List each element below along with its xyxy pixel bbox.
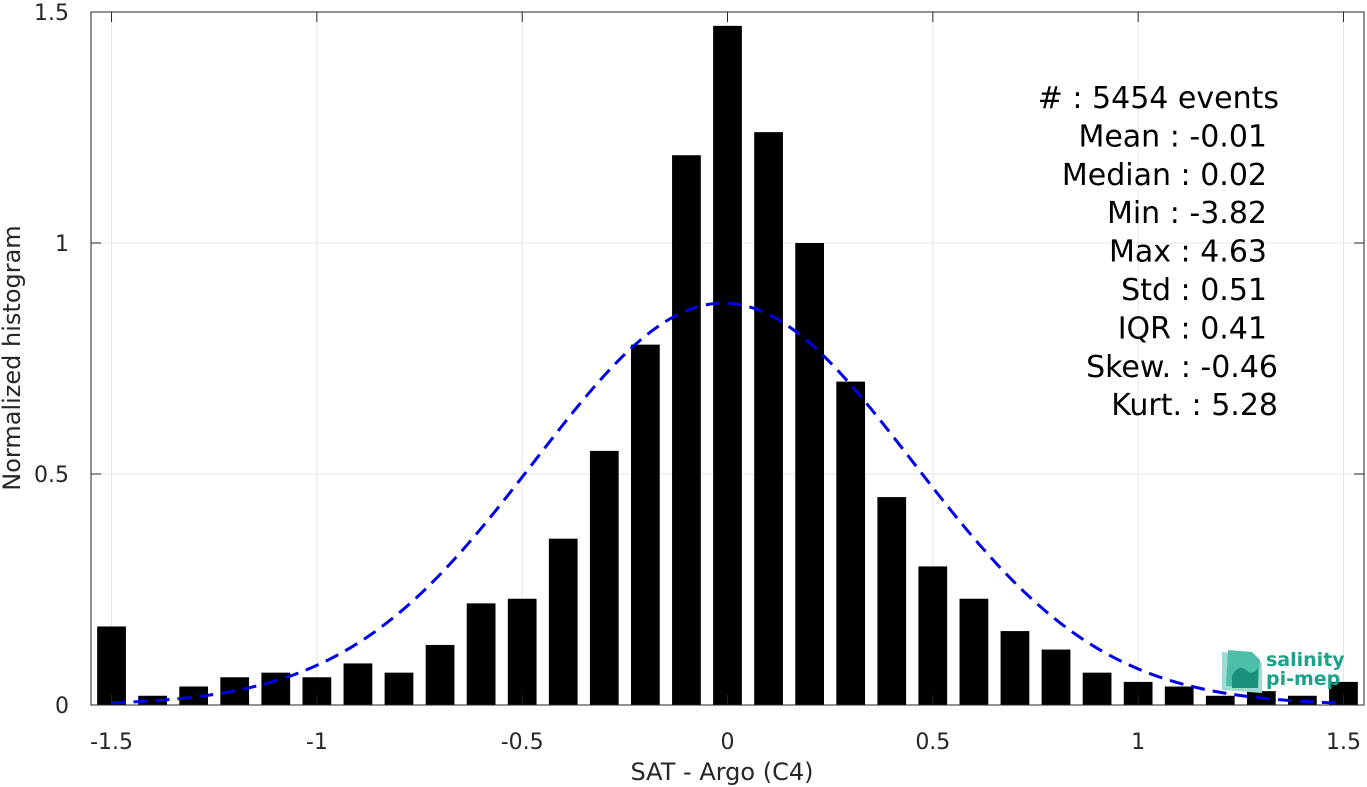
x-tick-label: 0 [721, 730, 735, 755]
axis-ticks [91, 11, 1364, 706]
x-axis-label: SAT - Argo (C4) [631, 758, 814, 786]
stat-kurt: Kurt. : 5.28 [1111, 388, 1278, 423]
histogram-bar [754, 132, 783, 705]
stat-skew: Skew. : -0.46 [1086, 350, 1278, 385]
histogram-bar [548, 538, 578, 705]
histogram-bar [1164, 686, 1194, 705]
salinity-pi-mep-logo: salinity pi-mep [1222, 649, 1345, 693]
histogram-bar [507, 598, 537, 705]
histogram-bar [918, 566, 948, 705]
histogram-bar [138, 695, 167, 705]
y-tick-label: 0 [55, 694, 69, 719]
histogram-bar [877, 497, 907, 705]
histogram-bar [1000, 631, 1030, 705]
stat-median: Median : 0.02 [1062, 158, 1267, 193]
stat-min: Min : -3.82 [1107, 196, 1267, 231]
histogram-bar [630, 344, 660, 705]
logo-text-salinity: salinity [1266, 649, 1345, 671]
x-tick-label: -1.5 [90, 730, 133, 755]
logo-mark-icon [1222, 650, 1262, 693]
x-tick-label: -1 [306, 730, 328, 755]
histogram-bar [713, 25, 742, 706]
histogram-bar [179, 686, 209, 705]
histogram-bar [1205, 695, 1235, 705]
x-tick-label: 1.5 [1326, 730, 1361, 755]
stat-count: # : 5454 events [1038, 81, 1279, 116]
histogram-bar [1123, 681, 1153, 705]
histogram-bars [97, 25, 1358, 706]
histogram-bar [959, 598, 989, 705]
histogram-bar [672, 155, 701, 706]
histogram-bar [589, 450, 619, 705]
histogram-bar [1082, 672, 1112, 705]
stat-iqr: IQR : 0.41 [1118, 311, 1267, 346]
histogram-bar [384, 672, 414, 705]
y-tick-label: 1 [55, 232, 69, 257]
gaussian-fit-curve [111, 301, 1344, 705]
histogram-bar [343, 663, 373, 705]
histogram-bar [425, 644, 455, 705]
histogram-bar [795, 243, 825, 705]
histogram-bar [97, 626, 126, 705]
x-tick-label: 1 [1131, 730, 1145, 755]
histogram-bar [466, 603, 496, 705]
stat-max: Max : 4.63 [1109, 235, 1267, 270]
y-tick-label: 1.5 [34, 1, 69, 26]
histogram-bar [1041, 649, 1071, 705]
logo-text-pimep: pi-mep [1266, 668, 1340, 690]
y-tick-label: 0.5 [34, 463, 69, 488]
y-tick-labels: 0 0.5 1 1.5 [34, 1, 69, 719]
y-axis-label: Normalized histogram [0, 225, 26, 490]
x-tick-label: 0.5 [915, 730, 950, 755]
histogram-bar [836, 381, 866, 705]
stat-std: Std : 0.51 [1121, 273, 1267, 308]
x-tick-labels: -1.5 -1 -0.5 0 0.5 1 1.5 [90, 730, 1361, 755]
stat-mean: Mean : -0.01 [1078, 119, 1267, 154]
x-tick-label: -0.5 [501, 730, 544, 755]
histogram-bar [1329, 681, 1358, 705]
